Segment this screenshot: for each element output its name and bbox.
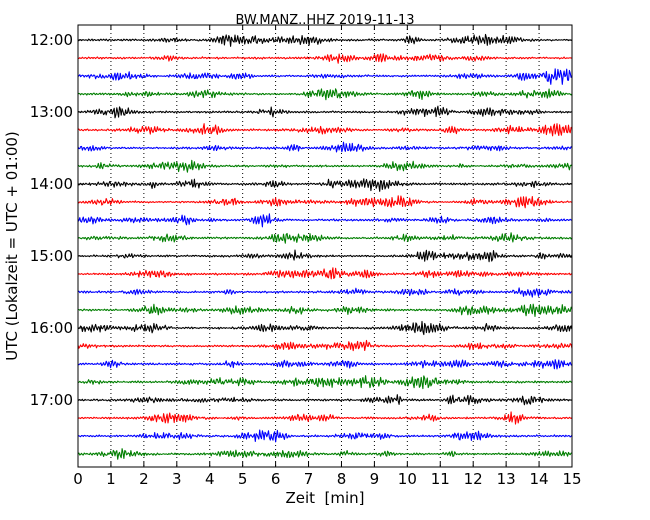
trace-line — [77, 123, 573, 137]
x-tick-label: 0 — [73, 470, 83, 488]
trace-line — [77, 88, 573, 101]
trace-line — [77, 33, 573, 47]
trace-line — [77, 429, 573, 443]
trace-line — [77, 195, 573, 209]
trace-line — [77, 267, 573, 280]
grid-lines — [110, 25, 540, 467]
x-tick-label: 1 — [106, 470, 116, 488]
x-tick-label: 6 — [271, 470, 281, 488]
trace-line — [77, 448, 573, 460]
x-tick-label: 5 — [238, 470, 248, 488]
x-tick-label: 10 — [398, 470, 417, 488]
x-tick-label: 9 — [370, 470, 380, 488]
x-axis-label: Zeit [min] — [285, 489, 364, 507]
x-tick-label: 2 — [139, 470, 149, 488]
trace-line — [77, 287, 573, 298]
trace-line — [77, 375, 573, 390]
trace-line — [77, 53, 573, 64]
trace-line — [77, 141, 573, 153]
x-tick-label: 3 — [172, 470, 182, 488]
y-tick-label: 13:00 — [30, 103, 73, 121]
trace-line — [77, 339, 573, 352]
seismogram-traces — [77, 33, 573, 460]
trace-line — [77, 249, 573, 263]
y-axis-label: UTC (Lokalzeit = UTC + 01:00) — [3, 131, 21, 361]
x-axis: 0 1 2 3 4 5 6 7 8 9 10 11 12 13 14 15 — [73, 25, 582, 488]
x-tick-label: 13 — [497, 470, 516, 488]
trace-line — [77, 213, 573, 228]
x-tick-label: 14 — [530, 470, 549, 488]
x-tick-label: 4 — [205, 470, 215, 488]
trace-line — [77, 303, 573, 317]
x-tick-label: 15 — [562, 470, 581, 488]
plot-frame — [77, 24, 573, 468]
trace-line — [77, 320, 573, 336]
y-tick-label: 15:00 — [30, 247, 73, 265]
x-tick-label: 7 — [304, 470, 314, 488]
trace-line — [77, 159, 573, 173]
chart-title: BW.MANZ..HHZ 2019-11-13 — [235, 13, 414, 28]
trace-line — [77, 394, 573, 406]
y-tick-label: 14:00 — [30, 175, 73, 193]
y-tick-label: 12:00 — [30, 31, 73, 49]
trace-line — [77, 411, 573, 425]
trace-line — [77, 232, 573, 244]
y-tick-label: 17:00 — [30, 391, 73, 409]
trace-line — [77, 68, 573, 85]
y-tick-label: 16:00 — [30, 319, 73, 337]
x-tick-label: 12 — [464, 470, 483, 488]
x-tick-label: 11 — [431, 470, 450, 488]
trace-line — [77, 359, 573, 370]
y-axis: 12:00 13:00 14:00 15:00 16:00 17:00 — [30, 31, 572, 409]
trace-line — [77, 178, 573, 192]
trace-line — [77, 105, 573, 119]
x-tick-label: 8 — [337, 470, 347, 488]
